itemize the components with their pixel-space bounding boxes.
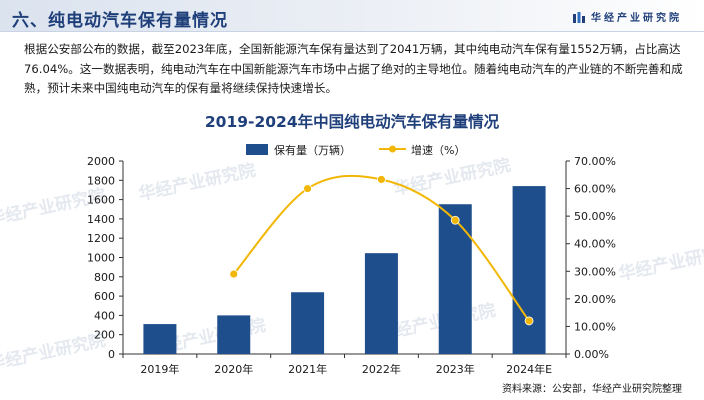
y-left-tick-label: 1000 [87, 252, 115, 265]
growth-point [450, 215, 460, 225]
legend-bar-label: 保有量（万辆） [274, 143, 351, 157]
x-tick-label: 2019年 [140, 362, 179, 376]
brand: 华经产业研究院 [573, 9, 682, 24]
growth-point [524, 316, 534, 326]
y-left-tick-label: 800 [94, 271, 115, 284]
y-right-tick-label: 40.00% [574, 238, 616, 251]
y-left-tick-label: 2000 [87, 155, 115, 168]
y-left-tick-label: 1200 [87, 232, 115, 245]
growth-point [229, 269, 239, 279]
bar [438, 204, 472, 354]
bar [364, 253, 398, 354]
intro-paragraph: 根据公安部公布的数据，截至2023年底，全国新能源汽车保有量达到了2041万辆，… [24, 42, 683, 95]
header-bar [0, 0, 704, 32]
bar [217, 315, 251, 354]
page-title: 六、纯电动汽车保有量情况 [12, 11, 228, 31]
chart-title: 2019-2024年中国纯电动汽车保有量情况 [204, 113, 500, 131]
source-note: 资料来源：公安部，华经产业研究院整理 [502, 384, 682, 395]
x-tick-label: 2022年 [362, 362, 401, 376]
y-left-tick-label: 1600 [87, 194, 115, 207]
bar [291, 292, 325, 354]
y-right-tick-label: 10.00% [574, 320, 616, 333]
x-tick-label: 2023年 [436, 362, 475, 376]
y-right-tick-label: 30.00% [574, 265, 616, 278]
legend-line-marker [389, 145, 396, 153]
legend-line-label: 增速（%） [411, 143, 465, 157]
watermark-text: 华经产业研究院 [137, 160, 258, 205]
y-left-tick-label: 1800 [87, 174, 115, 187]
x-tick-label: 2024年E [506, 362, 552, 376]
y-right-tick-label: 70.00% [574, 155, 616, 168]
y-right-tick-label: 20.00% [574, 293, 616, 306]
bar [143, 324, 177, 354]
y-left-tick-label: 400 [94, 309, 115, 322]
watermark-text: 华经产业研究院 [0, 330, 107, 375]
brand-name: 华经产业研究院 [591, 13, 682, 24]
y-left-tick-label: 200 [94, 329, 115, 342]
y-right-tick-label: 0.00% [574, 348, 609, 361]
y-left-tick-label: 0 [108, 348, 115, 361]
x-tick-label: 2020年 [214, 362, 253, 376]
y-right-tick-label: 50.00% [574, 210, 616, 223]
watermark-text: 华经产业研究院 [392, 155, 513, 200]
y-left-tick-label: 600 [94, 290, 115, 303]
bar [512, 186, 546, 354]
x-tick-label: 2021年 [288, 362, 327, 376]
growth-point [377, 175, 386, 184]
y-right-tick-label: 60.00% [574, 183, 616, 196]
legend-bar-swatch [246, 144, 268, 155]
growth-point [303, 184, 312, 193]
watermark-text: 华经产业研究院 [617, 240, 704, 285]
brand-logo-icon [573, 11, 585, 23]
y-left-tick-label: 1400 [87, 213, 115, 226]
